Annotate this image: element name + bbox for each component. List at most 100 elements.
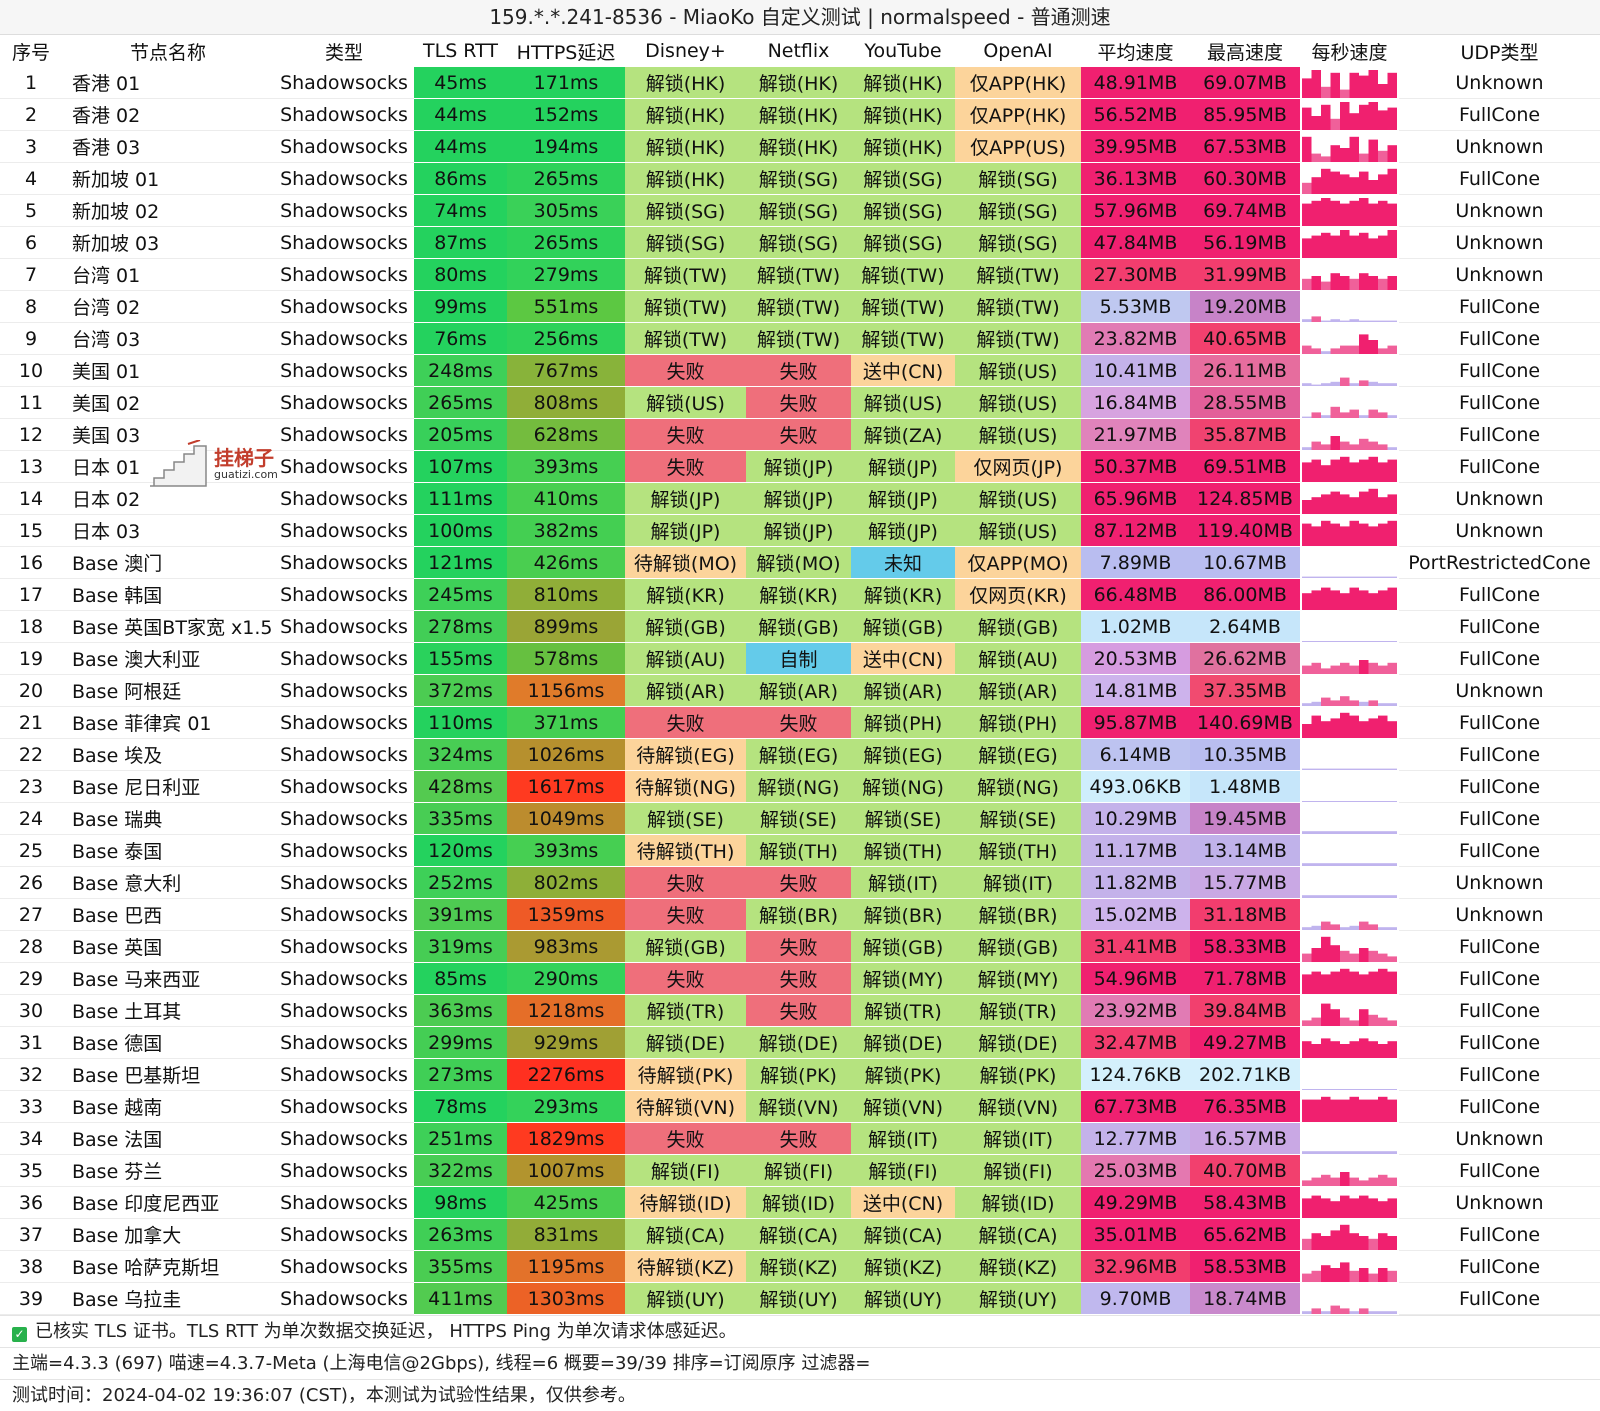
openai-cell: 解锁(AR) xyxy=(955,674,1081,707)
node-type: Shadowsocks xyxy=(274,546,414,579)
speed-bar xyxy=(1378,768,1388,770)
table-row[interactable]: 32 Base 巴基斯坦 Shadowsocks 273ms 2276ms 待解锁(PK)… xyxy=(0,1058,1600,1091)
speed-bar xyxy=(1321,973,1331,994)
speed-bar xyxy=(1302,723,1312,738)
table-row[interactable]: 4 新加坡 01 Shadowsocks 86ms 265ms 解锁(HK) 解锁(SG) 解… xyxy=(0,162,1600,195)
table-row[interactable]: 12 美国 03 Shadowsocks 205ms 628ms 失败 失败 解锁(ZA) 解锁… xyxy=(0,418,1600,451)
table-row[interactable]: 28 Base 英国 Shadowsocks 319ms 983ms 解锁(GB) 失败 解锁… xyxy=(0,930,1600,963)
table-row[interactable]: 25 Base 泰国 Shadowsocks 120ms 393ms 待解锁(TH) 解锁(… xyxy=(0,834,1600,867)
speed-bar xyxy=(1311,1088,1321,1090)
table-row[interactable]: 8 台湾 02 Shadowsocks 99ms 551ms 解锁(TW) 解锁(TW) 解锁… xyxy=(0,290,1600,323)
table-row[interactable]: 13 日本 01 Shadowsocks 107ms 393ms 失败 解锁(JP) 解锁(J… xyxy=(0,450,1600,483)
header-udp-type[interactable]: UDP类型 xyxy=(1399,35,1600,67)
netflix-cell: 失败 xyxy=(746,930,851,963)
openai-cell: 解锁(TR) xyxy=(955,994,1081,1027)
speed-bar xyxy=(1302,702,1312,706)
speed-bar xyxy=(1387,702,1397,706)
header-index[interactable]: 序号 xyxy=(0,35,62,67)
speed-bar xyxy=(1311,662,1321,674)
table-row[interactable]: 3 香港 03 Shadowsocks 44ms 194ms 解锁(HK) 解锁(HK) 解锁… xyxy=(0,130,1600,163)
table-row[interactable]: 30 Base 土耳其 Shadowsocks 363ms 1218ms 解锁(TR) 失败… xyxy=(0,994,1600,1027)
openai-cell: 解锁(CA) xyxy=(955,1218,1081,1251)
node-name: Base 澳大利亚 xyxy=(62,642,274,675)
speed-bar xyxy=(1330,235,1340,258)
speed-bar xyxy=(1349,1177,1359,1186)
table-row[interactable]: 22 Base 埃及 Shadowsocks 324ms 1026ms 待解锁(EG) 解锁… xyxy=(0,738,1600,771)
table-row[interactable]: 1 香港 01 Shadowsocks 45ms 171ms 解锁(HK) 解锁(HK) 解锁… xyxy=(0,67,1600,99)
table-row[interactable]: 33 Base 越南 Shadowsocks 78ms 293ms 待解锁(VN) 解锁(V… xyxy=(0,1090,1600,1123)
max-speed-cell: 1.48MB xyxy=(1190,770,1300,803)
speed-bar xyxy=(1368,456,1378,482)
speed-bar xyxy=(1349,665,1359,674)
header-node-name[interactable]: 节点名称 xyxy=(62,35,274,67)
header-type[interactable]: 类型 xyxy=(274,35,414,67)
footer-backend-info: 主端=4.3.3 (697) 喵速=4.3.7-Meta (上海电信@2Gbps… xyxy=(0,1347,1600,1379)
speed-bar xyxy=(1321,1264,1331,1282)
table-row[interactable]: 35 Base 芬兰 Shadowsocks 322ms 1007ms 解锁(FI) 解锁(… xyxy=(0,1154,1600,1187)
row-index: 8 xyxy=(0,290,62,323)
table-row[interactable]: 14 日本 02 Shadowsocks 111ms 410ms 解锁(JP) 解锁(JP)… xyxy=(0,482,1600,515)
speed-bar xyxy=(1387,493,1397,514)
table-row[interactable]: 37 Base 加拿大 Shadowsocks 263ms 831ms 解锁(CA) 解锁(… xyxy=(0,1218,1600,1251)
header-disney[interactable]: Disney+ xyxy=(625,35,746,67)
table-row[interactable]: 20 Base 阿根廷 Shadowsocks 372ms 1156ms 解锁(AR) 解锁… xyxy=(0,674,1600,707)
table-row[interactable]: 31 Base 德国 Shadowsocks 299ms 929ms 解锁(DE) 解锁(D… xyxy=(0,1026,1600,1059)
table-row[interactable]: 18 Base 英国BT家宽 x1.5 Shadowsocks 278ms 899ms 解… xyxy=(0,610,1600,643)
disney-cell: 解锁(CA) xyxy=(625,1218,746,1251)
header-openai[interactable]: OpenAI xyxy=(955,35,1081,67)
table-row[interactable]: 27 Base 巴西 Shadowsocks 391ms 1359ms 失败 解锁(BR) 解… xyxy=(0,898,1600,931)
table-row[interactable]: 5 新加坡 02 Shadowsocks 74ms 305ms 解锁(SG) 解锁(SG) 解… xyxy=(0,194,1600,227)
speed-bar xyxy=(1368,1088,1378,1090)
speed-bar xyxy=(1330,800,1340,802)
node-type: Shadowsocks xyxy=(274,194,414,227)
table-row[interactable]: 39 Base 乌拉圭 Shadowsocks 411ms 1303ms 解锁(UY) 解锁… xyxy=(0,1282,1600,1315)
table-row[interactable]: 15 日本 03 Shadowsocks 100ms 382ms 解锁(JP) 解锁(JP)… xyxy=(0,514,1600,547)
speed-bar xyxy=(1340,830,1350,834)
udp-type-cell: FullCone xyxy=(1399,386,1600,419)
speed-bar xyxy=(1340,862,1350,866)
speed-bar xyxy=(1387,1235,1397,1250)
table-row[interactable]: 24 Base 瑞典 Shadowsocks 335ms 1049ms 解锁(SE) 解锁(… xyxy=(0,802,1600,835)
table-row[interactable]: 38 Base 哈萨克斯坦 Shadowsocks 355ms 1195ms 待解锁(KZ… xyxy=(0,1250,1600,1283)
table-row[interactable]: 6 新加坡 03 Shadowsocks 87ms 265ms 解锁(SG) 解锁(SG) 解… xyxy=(0,226,1600,259)
netflix-cell: 解锁(SG) xyxy=(746,162,851,195)
table-row[interactable]: 23 Base 尼日利亚 Shadowsocks 428ms 1617ms 待解锁(NG)… xyxy=(0,770,1600,803)
table-row[interactable]: 17 Base 韩国 Shadowsocks 245ms 810ms 解锁(KR) 解锁(K… xyxy=(0,578,1600,611)
header-https-latency[interactable]: HTTPS延迟 xyxy=(507,35,625,67)
table-row[interactable]: 7 台湾 01 Shadowsocks 80ms 279ms 解锁(TW) 解锁(TW) 解锁… xyxy=(0,258,1600,291)
node-type: Shadowsocks xyxy=(274,962,414,995)
table-row[interactable]: 26 Base 意大利 Shadowsocks 252ms 802ms 失败 失败 解锁(IT… xyxy=(0,866,1600,899)
table-row[interactable]: 9 台湾 03 Shadowsocks 76ms 256ms 解锁(TW) 解锁(TW) 解锁… xyxy=(0,322,1600,355)
https-latency-cell: 578ms xyxy=(507,642,625,675)
disney-cell: 解锁(HK) xyxy=(625,98,746,131)
node-type: Shadowsocks xyxy=(274,290,414,323)
speed-bar xyxy=(1359,1088,1369,1090)
table-row[interactable]: 34 Base 法国 Shadowsocks 251ms 1829ms 失败 失败 解锁(IT… xyxy=(0,1122,1600,1155)
speed-bar xyxy=(1359,1307,1369,1314)
table-row[interactable]: 19 Base 澳大利亚 Shadowsocks 155ms 578ms 解锁(AU) 自制… xyxy=(0,642,1600,675)
header-avg-speed[interactable]: 平均速度 xyxy=(1081,35,1190,67)
table-row[interactable]: 36 Base 印度尼西亚 Shadowsocks 98ms 425ms 待解锁(ID) 解… xyxy=(0,1186,1600,1219)
udp-type-cell: FullCone xyxy=(1399,1058,1600,1091)
udp-type-cell: FullCone xyxy=(1399,706,1600,739)
table-row[interactable]: 29 Base 马来西亚 Shadowsocks 85ms 290ms 失败 失败 解锁(MY… xyxy=(0,962,1600,995)
speed-bar xyxy=(1349,953,1359,962)
header-netflix[interactable]: Netflix xyxy=(746,35,851,67)
table-row[interactable]: 10 美国 01 Shadowsocks 248ms 767ms 失败 失败 送中(CN) 解锁… xyxy=(0,354,1600,387)
header-youtube[interactable]: YouTube xyxy=(851,35,955,67)
header-max-speed[interactable]: 最高速度 xyxy=(1190,35,1300,67)
openai-cell: 解锁(FI) xyxy=(955,1154,1081,1187)
speed-bar xyxy=(1321,414,1331,418)
header-tls-rtt[interactable]: TLS RTT xyxy=(414,35,507,67)
row-index: 9 xyxy=(0,322,62,355)
table-row[interactable]: 11 美国 02 Shadowsocks 265ms 808ms 解锁(US) 失败 解锁(U… xyxy=(0,386,1600,419)
table-row[interactable]: 2 香港 02 Shadowsocks 44ms 152ms 解锁(HK) 解锁(HK) 解锁… xyxy=(0,98,1600,131)
speed-bar xyxy=(1368,101,1378,130)
table-row[interactable]: 21 Base 菲律宾 01 Shadowsocks 110ms 371ms 失败 失败 解锁… xyxy=(0,706,1600,739)
header-per-second-speed[interactable]: 每秒速度 xyxy=(1300,35,1399,67)
speed-bar xyxy=(1311,235,1321,258)
disney-cell: 失败 xyxy=(625,962,746,995)
avg-speed-cell: 50.37MB xyxy=(1081,450,1190,483)
node-name: 香港 03 xyxy=(62,130,274,163)
table-row[interactable]: 16 Base 澳门 Shadowsocks 121ms 426ms 待解锁(MO) 解锁(… xyxy=(0,546,1600,579)
